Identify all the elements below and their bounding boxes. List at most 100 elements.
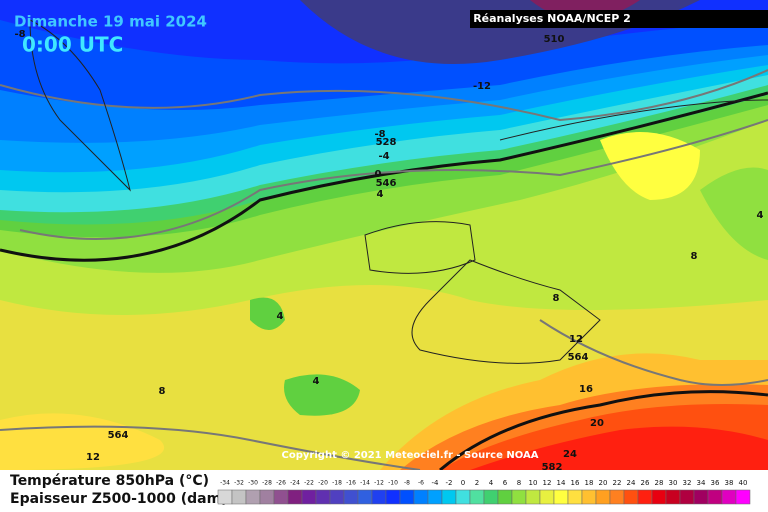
contour-label: 582	[542, 462, 563, 473]
color-swatch	[441, 489, 457, 505]
color-swatch	[385, 489, 401, 505]
scale-label: -12	[374, 480, 384, 487]
time: 0:00 UTC	[22, 33, 123, 57]
contour-label: 8	[159, 386, 166, 397]
contour-labels: -8-12-8528-40546444488812564162024582510…	[14, 29, 763, 473]
color-swatch	[511, 489, 527, 505]
scale-label: -6	[418, 480, 424, 487]
contour-label: -8	[14, 29, 25, 40]
scale-label: 10	[529, 479, 538, 487]
contour-label: 528	[376, 137, 397, 148]
scale-label: 32	[683, 479, 692, 487]
color-swatch	[721, 489, 737, 505]
scale-label: 0	[461, 479, 465, 487]
scale-label: 30	[669, 479, 678, 487]
color-swatch	[567, 489, 583, 505]
color-swatch	[427, 489, 443, 505]
color-swatch	[287, 489, 303, 505]
scale-label: -16	[346, 480, 356, 487]
scale-label: -34	[220, 480, 230, 487]
color-swatch	[707, 489, 723, 505]
scale-label: -4	[432, 479, 440, 487]
color-swatch	[371, 489, 387, 505]
contour-label: 20	[590, 418, 604, 429]
legend-subtitle: Epaisseur Z500-1000 (dam)	[10, 491, 228, 507]
scale-label: -26	[276, 480, 286, 487]
color-swatch	[525, 489, 541, 505]
scale-label: -14	[360, 480, 370, 487]
color-swatch	[273, 489, 289, 505]
scale-label: 38	[725, 479, 734, 487]
contour-label: -8	[374, 129, 385, 140]
scale-label: -28	[262, 480, 272, 487]
contour-label: 0	[375, 169, 382, 180]
scale-label: 16	[571, 479, 580, 487]
color-swatch	[637, 489, 653, 505]
color-swatch	[231, 489, 247, 505]
contour-label: 4	[377, 189, 384, 200]
contour-label: 12	[569, 334, 583, 345]
scale-label: -2	[446, 479, 453, 487]
contour-label: 546	[376, 178, 397, 189]
scale-label: -22	[304, 480, 314, 487]
contour-label: 4	[757, 210, 764, 221]
color-swatch	[413, 489, 429, 505]
color-swatch	[693, 489, 709, 505]
scale-label: 36	[711, 479, 720, 487]
color-swatch	[553, 489, 569, 505]
scale-label: 4	[489, 479, 494, 487]
color-swatch	[455, 489, 471, 505]
color-swatch	[623, 489, 639, 505]
contour-label: 564	[568, 352, 589, 363]
color-swatch	[469, 489, 485, 505]
copyright: Copyright © 2021 Meteociel.fr - Source N…	[282, 450, 539, 461]
color-swatch	[665, 489, 681, 505]
color-swatch	[315, 489, 331, 505]
scale-label: -20	[318, 480, 328, 487]
scale-label: 8	[517, 479, 521, 487]
scale-label: -30	[248, 480, 258, 487]
contour-label: 8	[553, 293, 560, 304]
contour-label: 564	[108, 430, 129, 441]
color-swatch	[483, 489, 499, 505]
scale-label: 2	[475, 479, 479, 487]
contour-label: 4	[313, 376, 320, 387]
scale-label: 12	[543, 479, 552, 487]
scale-label: 28	[655, 479, 664, 487]
scale-label: 22	[613, 479, 622, 487]
color-swatch	[329, 489, 345, 505]
scale-label: 24	[627, 479, 636, 487]
legend-title: Température 850hPa (°C)	[10, 473, 209, 489]
color-swatch	[399, 489, 415, 505]
color-swatch	[581, 489, 597, 505]
scale-label: 34	[697, 479, 706, 487]
color-swatch	[259, 489, 275, 505]
contour-label: 16	[579, 384, 593, 395]
contour-label: 24	[563, 449, 577, 460]
scale-label: -8	[404, 480, 410, 487]
color-swatch	[245, 489, 261, 505]
source-banner	[470, 10, 768, 28]
color-swatch	[217, 489, 233, 505]
date: Dimanche 19 mai 2024	[14, 13, 207, 31]
color-scale: -34 -32 -30 -28 -26 -24 -22 -20 -18 -16 -14 -12 -10-…	[217, 479, 751, 505]
color-swatch	[609, 489, 625, 505]
scale-label: 6	[503, 479, 508, 487]
color-swatch	[595, 489, 611, 505]
scale-label: 14	[557, 479, 566, 487]
temperature-field	[0, 0, 768, 470]
scale-label: -24	[290, 480, 300, 487]
contour-label: -4	[378, 151, 389, 162]
scale-label: 40	[739, 479, 748, 487]
scale-label: 20	[599, 479, 608, 487]
contour-label: 4	[277, 311, 284, 322]
scale-label: 18	[585, 479, 594, 487]
color-swatch	[301, 489, 317, 505]
color-swatch	[357, 489, 373, 505]
color-swatch	[539, 489, 555, 505]
scale-label: -32	[234, 480, 244, 487]
color-swatch	[679, 489, 695, 505]
scale-label: -18	[332, 480, 342, 487]
scale-label: 26	[641, 479, 650, 487]
